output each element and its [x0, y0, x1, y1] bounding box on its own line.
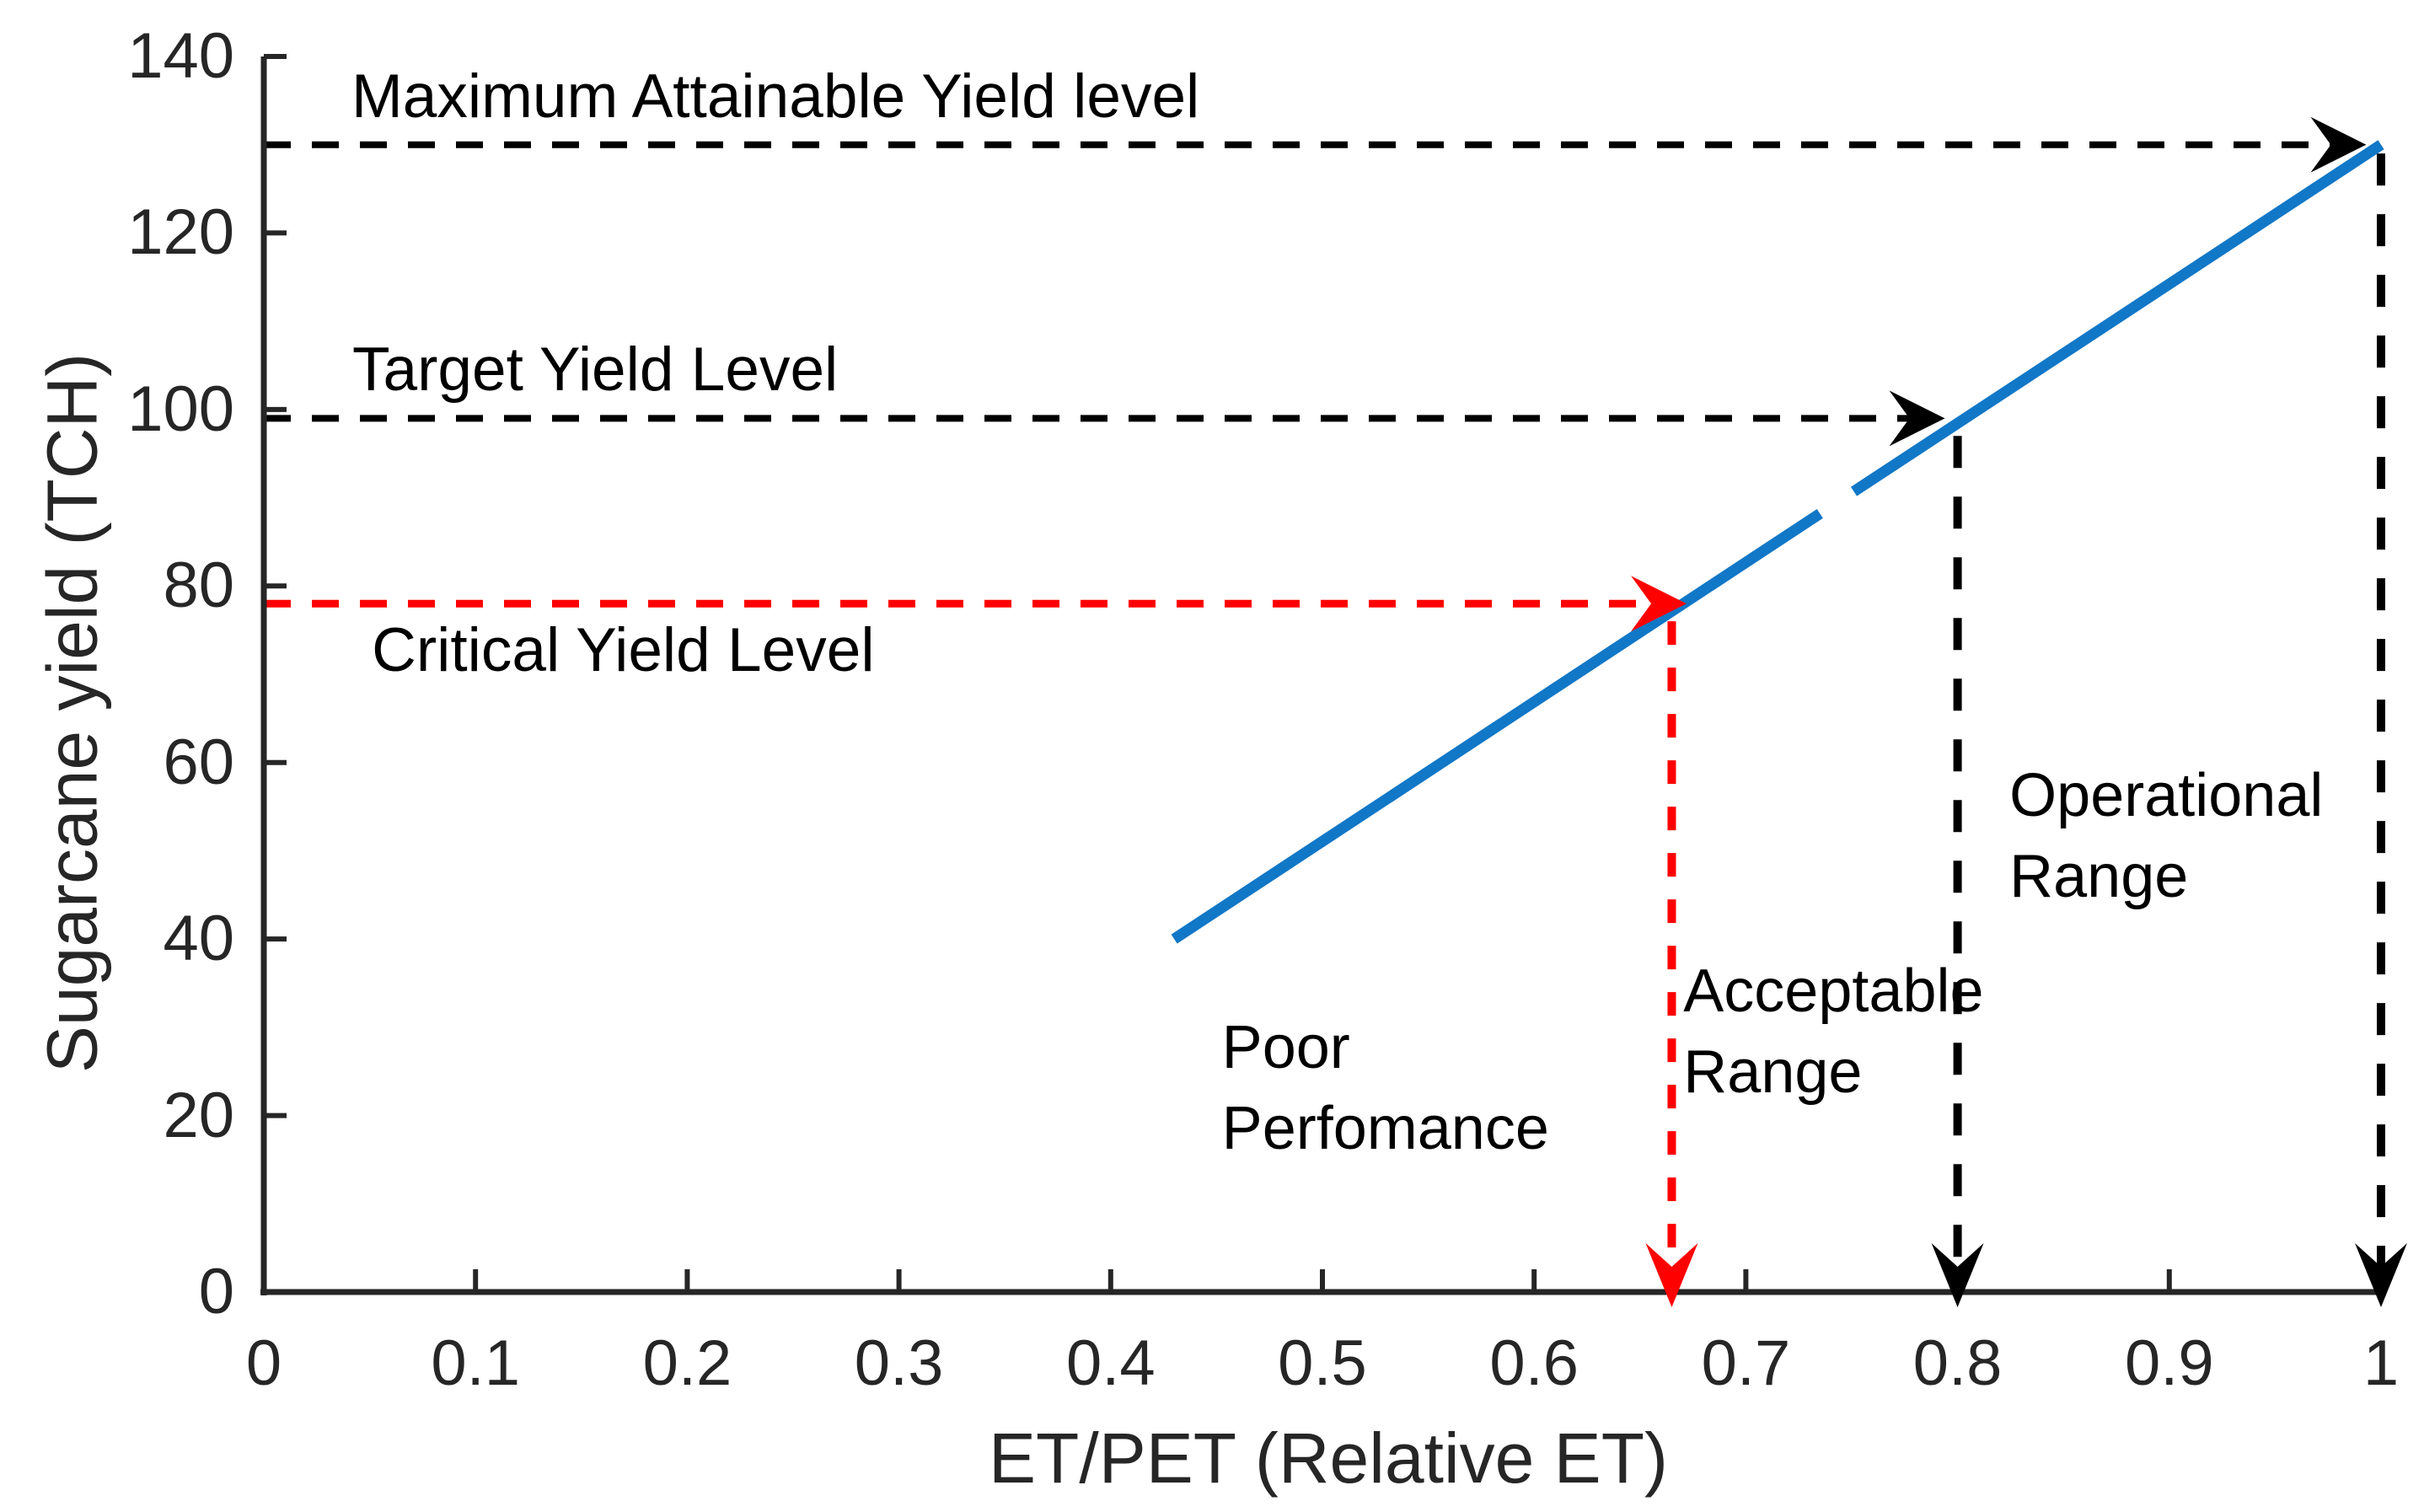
x-tick-label: 0.4	[1065, 1327, 1156, 1399]
series-line-segment-1	[1171, 508, 1823, 944]
y-tick-label: 0	[198, 1256, 234, 1327]
annotation-line: Poor	[1221, 1013, 1350, 1081]
arrowhead-right-max	[2310, 116, 2367, 173]
y-tick-label: 60	[163, 726, 234, 798]
annotation-acceptable: Acceptable Range	[1683, 951, 1983, 1113]
annotation-operational: Operational Range	[2009, 755, 2323, 917]
y-tick-label: 20	[163, 1079, 234, 1151]
x-tick-label: 1	[2362, 1327, 2400, 1399]
arrowhead-right-critical	[1631, 576, 1687, 632]
x-tick-label: 0.3	[854, 1327, 944, 1399]
arrowhead-right-target	[1889, 390, 1945, 447]
level-label-critical: Critical Yield Level	[372, 616, 875, 685]
x-axis-title: ET/PET (Relative ET)	[989, 1418, 1668, 1498]
y-tick-label: 100	[127, 373, 234, 445]
series-line-segment-2	[1850, 140, 2384, 496]
x-tick-label: 0.7	[1701, 1327, 1791, 1399]
level-label-max: Maximum Attainable Yield level	[351, 62, 1200, 131]
x-tick-label: 0.2	[642, 1327, 732, 1399]
x-tick-label: 0.9	[2124, 1327, 2214, 1399]
x-tick-label: 0.1	[431, 1327, 521, 1399]
y-tick-label: 120	[127, 196, 234, 269]
annotation-line: Operational	[2009, 762, 2324, 830]
annotation-line: Acceptable	[1683, 957, 1984, 1025]
x-tick-label: 0.6	[1489, 1327, 1579, 1399]
annotation-poor: Poor Perfomance	[1222, 1007, 1549, 1169]
y-tick-label: 140	[127, 20, 234, 92]
arrowhead-down-critical-x	[1645, 1243, 1698, 1307]
x-tick-label: 0.8	[1912, 1327, 2003, 1399]
annotation-line: Range	[1683, 1037, 1863, 1106]
y-tick-label: 80	[163, 550, 234, 622]
arrowhead-down-target-x	[1931, 1243, 1984, 1307]
x-tick-label: 0.5	[1278, 1327, 1367, 1399]
annotation-line: Range	[2009, 843, 2189, 911]
x-tick-label: 0	[245, 1327, 282, 1399]
y-axis-title: Sugarcane yield (TCH)	[32, 352, 112, 1074]
arrowhead-down-max-x	[2355, 1243, 2407, 1307]
level-label-target: Target Yield Level	[352, 335, 839, 405]
annotation-line: Perfomance	[1221, 1094, 1549, 1162]
y-tick-label: 40	[163, 903, 234, 975]
